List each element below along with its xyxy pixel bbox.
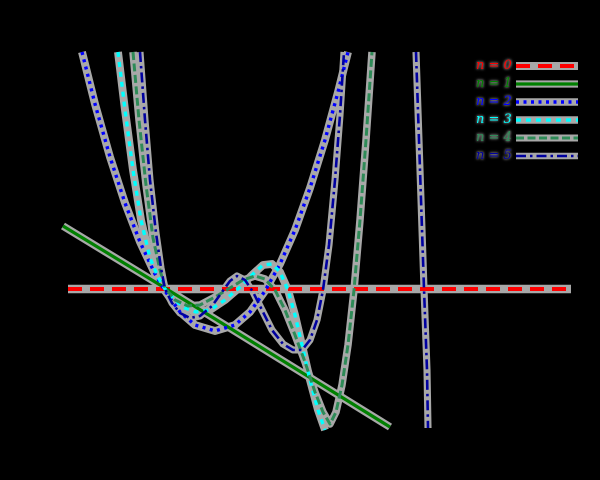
curve-halo-2-0 (78, 51, 352, 335)
curve-halo-5-0 (136, 51, 348, 354)
legend-label-n1: n = 1 (476, 76, 512, 91)
legend-entry-n0: n = 0 (476, 59, 580, 73)
legend-entry-n1: n = 1 (476, 77, 580, 91)
legend-label-n3: n = 3 (476, 112, 512, 127)
legend-line-sample-n5 (516, 152, 578, 160)
curve-n4 (131, 51, 374, 426)
curve-n5-part1 (414, 51, 430, 429)
legend: n = 0 n = 1 n = 2 n = 3 n = 4 n = 5 (476, 59, 580, 163)
legend-line-sample-n1 (516, 80, 578, 88)
legend-entry-n3: n = 3 (476, 113, 580, 127)
curve-n5 (138, 51, 346, 352)
legend-label-n5: n = 5 (476, 148, 512, 163)
legend-entry-n4: n = 4 (476, 131, 580, 145)
legend-entry-n2: n = 2 (476, 95, 580, 109)
legend-label-n0: n = 0 (476, 58, 512, 73)
legend-line-sample-n3 (516, 116, 578, 124)
legend-label-n2: n = 2 (476, 94, 512, 109)
legend-line-sample-n0 (516, 62, 578, 70)
curve-n3 (116, 51, 327, 431)
legend-label-n4: n = 4 (476, 130, 512, 145)
legend-entry-n5: n = 5 (476, 149, 580, 163)
legend-line-sample-n4 (516, 134, 578, 142)
legend-line-sample-n2 (516, 98, 578, 106)
